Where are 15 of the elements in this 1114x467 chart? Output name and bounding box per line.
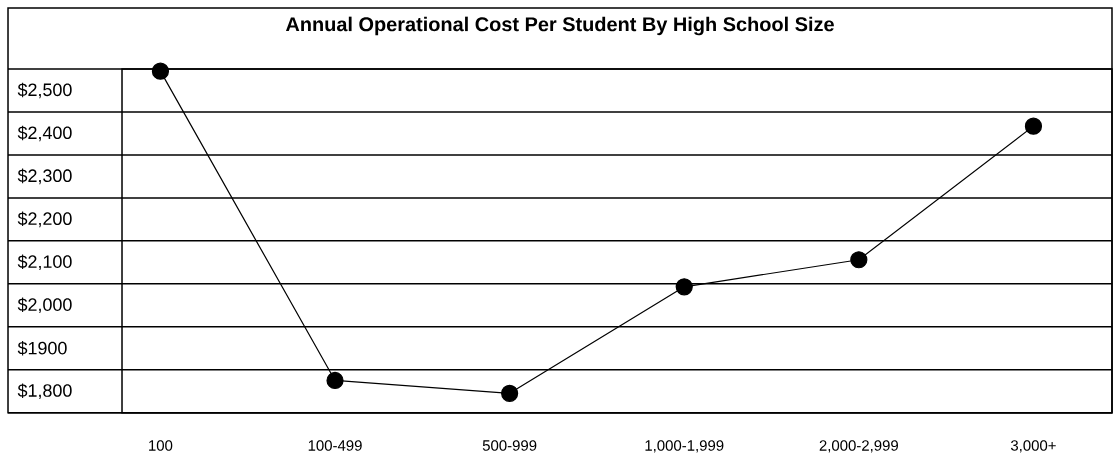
x-tick-label: 100 bbox=[149, 440, 173, 451]
y-tick-label: $2,300 bbox=[17, 168, 72, 185]
x-tick-label: 2,000-2,999 bbox=[819, 440, 898, 453]
y-tick-label: $2,500 bbox=[17, 82, 72, 99]
x-tick-label: 3,000+ bbox=[1010, 440, 1056, 453]
y-tick-label: $2,200 bbox=[17, 211, 72, 228]
y-tick-label: $1900 bbox=[17, 340, 67, 356]
y-tick-label: $2,000 bbox=[17, 297, 72, 314]
y-tick-label: $2,400 bbox=[17, 125, 72, 142]
x-tick-label: 500-999 bbox=[482, 440, 537, 451]
y-tick-label: $2,100 bbox=[17, 254, 72, 271]
x-tick-label: 100-499 bbox=[308, 440, 362, 451]
chart-title: Annual Operational Cost Per Student By High School Size bbox=[285, 16, 834, 36]
y-tick-label: $1,800 bbox=[17, 383, 72, 399]
x-tick-label: 1,000-1,999 bbox=[645, 440, 724, 453]
